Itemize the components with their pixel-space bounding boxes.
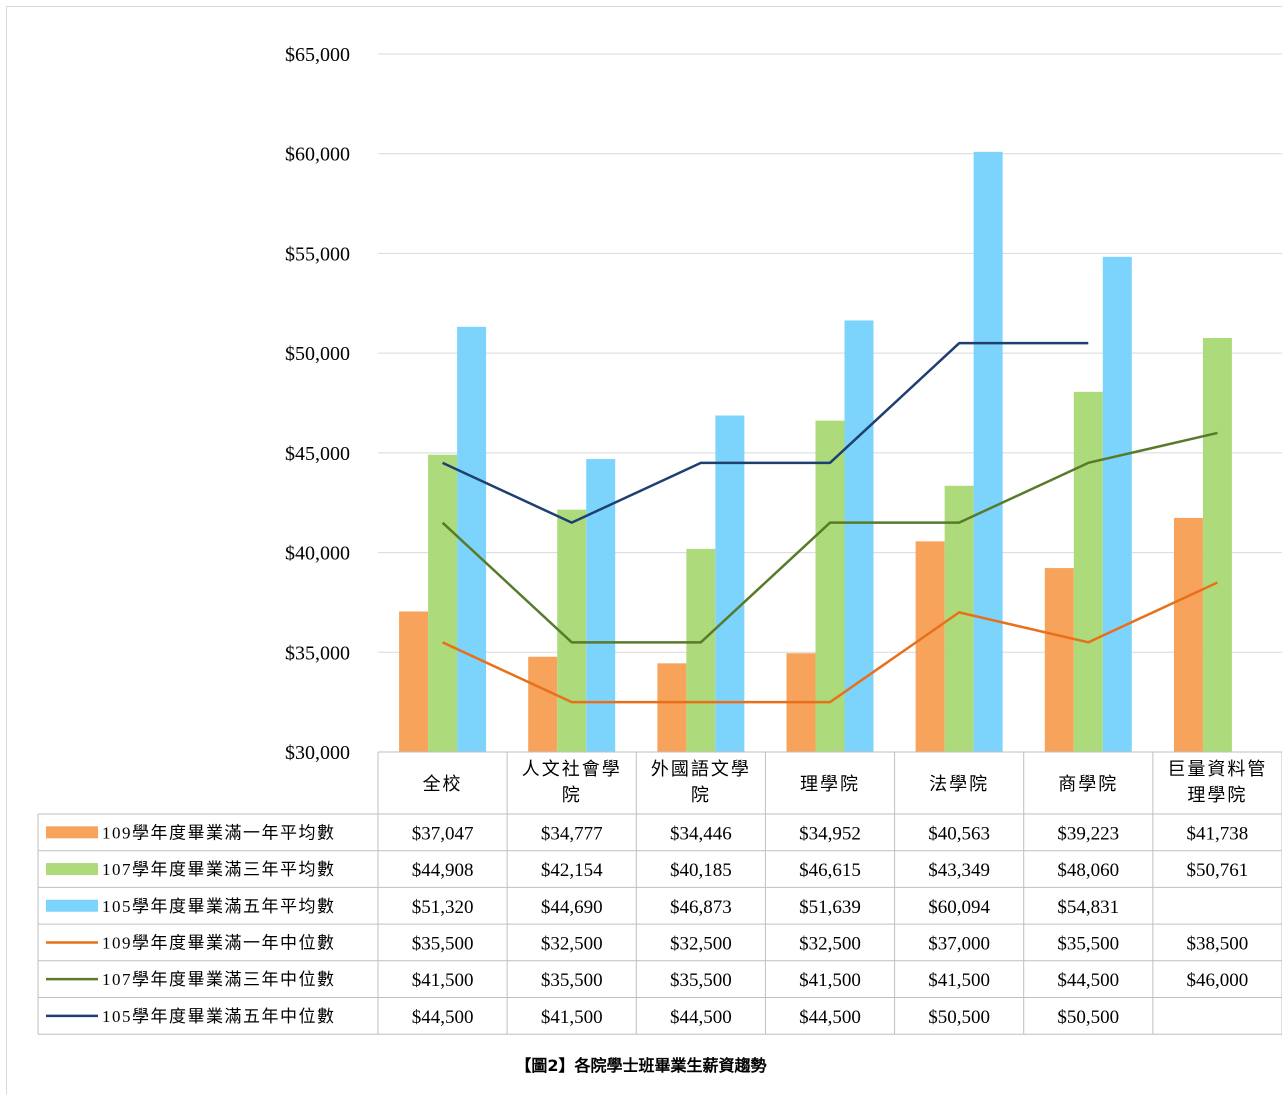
table-cell-value: $41,738 — [1187, 823, 1249, 844]
bar — [1102, 256, 1132, 752]
table-cell-value: $51,320 — [412, 897, 474, 918]
table-cell-value: $46,615 — [799, 860, 861, 881]
table-cell-value: $32,500 — [799, 933, 861, 954]
median-line — [442, 581, 1218, 704]
table-cell-value: $37,047 — [412, 823, 474, 844]
bar — [686, 548, 716, 752]
bar — [915, 541, 945, 752]
bar — [557, 509, 587, 752]
category-label: 人文社會學 — [522, 759, 622, 779]
table-cell-value: $35,500 — [541, 970, 603, 991]
table-cell-value: $44,908 — [412, 860, 474, 881]
table-cell-value: $41,500 — [541, 1007, 603, 1028]
y-tick-label: $40,000 — [285, 543, 350, 565]
table-cell-value: $46,000 — [1187, 970, 1249, 991]
bar — [715, 415, 745, 752]
chart-frame — [6, 6, 1282, 1094]
bar — [973, 151, 1003, 752]
table-cell-value: $40,185 — [670, 860, 732, 881]
legend-label: 107學年度畢業滿三年平均數 — [102, 860, 336, 879]
legend-swatch — [46, 826, 98, 839]
category-label: 巨量資料管 — [1167, 759, 1267, 779]
category-label: 院 — [691, 785, 711, 805]
category-label: 院 — [562, 785, 582, 805]
bar — [428, 454, 458, 752]
table-cell-value: $50,500 — [1057, 1007, 1119, 1028]
category-label: 全校 — [423, 774, 463, 794]
table-cell-value: $38,500 — [1187, 933, 1249, 954]
table-cell-value: $44,500 — [799, 1007, 861, 1028]
table-cell-value: $41,500 — [928, 970, 990, 991]
table-cell-value: $40,563 — [928, 823, 990, 844]
category-label: 外國語文學 — [651, 759, 751, 779]
bar — [1073, 391, 1103, 752]
y-tick-label: $35,000 — [285, 642, 350, 664]
table-cell-value: $50,761 — [1187, 860, 1249, 881]
table-cell-value: $50,500 — [928, 1007, 990, 1028]
table-cell-value: $41,500 — [799, 970, 861, 991]
bar — [844, 320, 874, 752]
table-cell-value: $34,952 — [799, 823, 861, 844]
category-label: 商學院 — [1058, 774, 1118, 794]
table-cell-value: $44,690 — [541, 897, 603, 918]
legend-label: 105學年度畢業滿五年中位數 — [102, 1007, 336, 1026]
table-cell-value: $32,500 — [541, 933, 603, 954]
legend-label: 107學年度畢業滿三年中位數 — [102, 970, 336, 989]
y-tick-label: $50,000 — [285, 343, 350, 365]
bar — [1044, 568, 1074, 752]
bar — [528, 656, 558, 752]
median-line — [441, 431, 1218, 644]
table-cell-value: $46,873 — [670, 897, 732, 918]
median-line — [442, 341, 1089, 524]
y-axis-ticks: $30,000 $35,000 $40,000 $45,000 $50,000 $55,0… — [285, 44, 350, 764]
table-cell-value: $42,154 — [541, 860, 603, 881]
table-cell-value: $48,060 — [1057, 860, 1119, 881]
y-tick-label: $55,000 — [285, 243, 350, 265]
table-cell-value: $51,639 — [799, 897, 861, 918]
y-tick-label: $45,000 — [285, 443, 350, 465]
y-tick-label: $65,000 — [285, 44, 350, 66]
table-cell-value: $60,094 — [928, 897, 990, 918]
table-cell-value: $44,500 — [1057, 970, 1119, 991]
table-cell-value: $34,446 — [670, 823, 732, 844]
bar — [586, 459, 616, 752]
chart-caption: 【圖2】各院學士班畢業生薪資趨勢 — [515, 1056, 767, 1075]
table-cell-value: $35,500 — [1057, 933, 1119, 954]
legend-swatch — [46, 899, 98, 912]
table-cell-value: $35,500 — [412, 933, 474, 954]
legend-label: 105學年度畢業滿五年平均數 — [102, 897, 336, 916]
table-cell-value: $44,500 — [412, 1007, 474, 1028]
bar — [657, 663, 687, 752]
bar — [1173, 517, 1203, 752]
category-label: 法學院 — [929, 774, 989, 794]
table-cell-value: $34,777 — [541, 823, 603, 844]
legend-swatch — [46, 863, 98, 876]
legend-label: 109學年度畢業滿一年平均數 — [102, 823, 336, 842]
category-label: 理學院 — [1187, 785, 1247, 805]
legend-label: 109學年度畢業滿一年中位數 — [102, 933, 336, 952]
y-tick-label: $60,000 — [285, 144, 350, 166]
table-cell-value: $43,349 — [928, 860, 990, 881]
bar — [399, 611, 429, 752]
bar — [1202, 337, 1232, 752]
table-cell-value: $35,500 — [670, 970, 732, 991]
category-label: 理學院 — [800, 774, 860, 794]
table-cell-value: $32,500 — [670, 933, 732, 954]
table-cell-value: $37,000 — [928, 933, 990, 954]
table-cell-value: $44,500 — [670, 1007, 732, 1028]
table-cell-value: $39,223 — [1057, 823, 1119, 844]
bar-series — [399, 151, 1232, 752]
table-cell-value: $54,831 — [1057, 897, 1119, 918]
line-series — [441, 341, 1218, 704]
y-tick-label: $30,000 — [285, 742, 350, 764]
table-cell-value: $41,500 — [412, 970, 474, 991]
